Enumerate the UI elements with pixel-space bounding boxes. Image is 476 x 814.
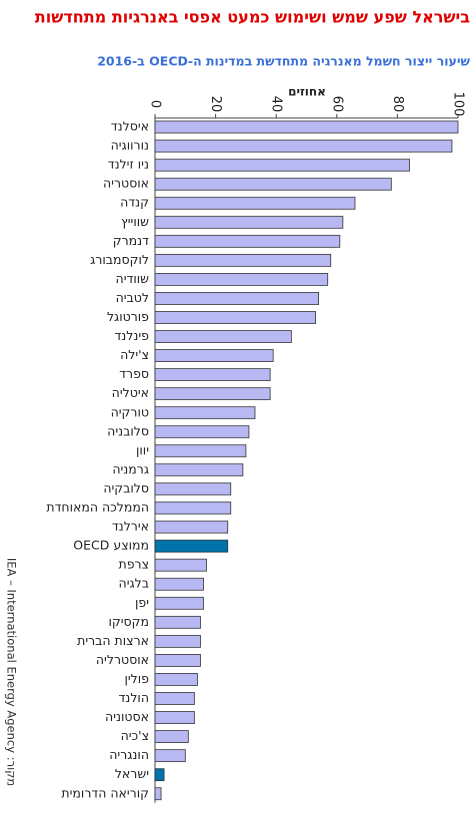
bar	[154, 463, 244, 477]
y-tick-label: סלובניה	[107, 423, 149, 438]
y-tick-label: ארצות הברית	[77, 633, 149, 648]
bar	[154, 749, 186, 763]
bar	[154, 349, 274, 363]
y-tick-label: בלגיה	[119, 576, 149, 591]
bar	[154, 215, 344, 229]
bar	[154, 634, 201, 648]
y-tick-label: אוסטרליה	[96, 652, 149, 667]
bar	[154, 292, 320, 305]
x-tick-label: 80	[390, 96, 405, 113]
y-tick-label: לטביה	[116, 290, 149, 305]
bar	[154, 711, 195, 724]
bar	[154, 120, 459, 134]
bar	[154, 406, 256, 420]
bar	[154, 577, 204, 591]
chart-subtitle: שיעור ייצור חשמל מאנרגיה מתחדשת במדינות …	[97, 54, 470, 69]
bar	[154, 387, 271, 401]
y-tick-label: מקסיקו	[108, 614, 149, 629]
bar	[154, 558, 207, 572]
y-tick-label: שווייץ	[121, 214, 149, 229]
y-tick-label: איטליה	[112, 385, 149, 400]
y-tick-label: פינלנד	[114, 328, 149, 343]
bar	[154, 596, 204, 610]
y-tick-label: צרפת	[119, 557, 150, 572]
bar	[154, 692, 195, 705]
y-tick-label: ספרד	[119, 366, 149, 381]
y-tick-label: איסלנד	[111, 119, 149, 134]
x-tick-label: 0	[148, 100, 163, 108]
y-tick-label: שוודיה	[116, 271, 150, 286]
y-tick-label: דנמרק	[113, 233, 149, 248]
x-tick-label: 40	[269, 96, 284, 113]
bar	[154, 520, 229, 534]
y-tick-label: ישראל	[115, 766, 149, 781]
x-tick-label: 20	[208, 96, 223, 113]
y-tick-label: הולנד	[118, 690, 149, 705]
y-tick-label: טורקיה	[111, 404, 149, 419]
y-tick-label: יוון	[136, 442, 149, 457]
bar	[154, 444, 247, 458]
y-tick-label: אסטוניה	[105, 709, 149, 724]
source-note: מקור: IEA – International Energy Agency	[5, 558, 19, 786]
bar	[154, 482, 232, 496]
y-tick-label: סלובקיה	[103, 480, 149, 495]
bar	[154, 311, 316, 324]
y-tick-label: צ'כיה	[121, 728, 149, 743]
y-tick-label: צ'ילה	[120, 347, 149, 362]
axis-title: אחוזים	[288, 85, 326, 99]
y-tick-label: ממוצע OECD	[73, 538, 149, 553]
bar	[154, 177, 392, 191]
bar	[154, 768, 165, 782]
bar	[154, 615, 201, 629]
bar	[154, 253, 332, 267]
y-tick-label: ניו זילנד	[108, 157, 149, 172]
y-tick-label: קנדה	[120, 195, 149, 210]
bar	[154, 139, 453, 153]
bar	[154, 234, 341, 248]
x-tick-label: 100	[451, 92, 466, 117]
y-tick-label: יפן	[135, 595, 149, 610]
y-tick-label: פורטוגל	[107, 309, 149, 324]
bar	[154, 654, 201, 667]
bar	[154, 425, 250, 439]
y-tick-label: פולין	[124, 671, 149, 686]
y-tick-label: נורווגיה	[111, 138, 149, 153]
x-tick-label: 60	[329, 96, 344, 113]
y-tick-label: גרמניה	[112, 461, 149, 476]
bar	[154, 787, 162, 801]
bar	[154, 368, 271, 382]
chart-title: בישראל שפע שמש ושימוש כמעט אפסי באנרגיות…	[35, 8, 470, 27]
bar	[154, 501, 232, 515]
bar	[154, 272, 329, 286]
bar	[154, 330, 292, 343]
bar	[154, 158, 410, 172]
y-tick-label: הונגריה	[109, 747, 149, 762]
bar	[154, 196, 356, 210]
y-tick-label: לוקסמבורג	[90, 252, 149, 267]
y-tick-label: קוריאה הדרומית	[61, 785, 149, 800]
y-tick-label: אוסטריה	[103, 176, 149, 191]
bar	[154, 730, 189, 743]
bar	[154, 539, 229, 553]
y-tick-label: אירלנד	[112, 519, 149, 534]
bar	[154, 673, 198, 686]
y-tick-label: הממלכה המאוחדת	[46, 500, 149, 515]
